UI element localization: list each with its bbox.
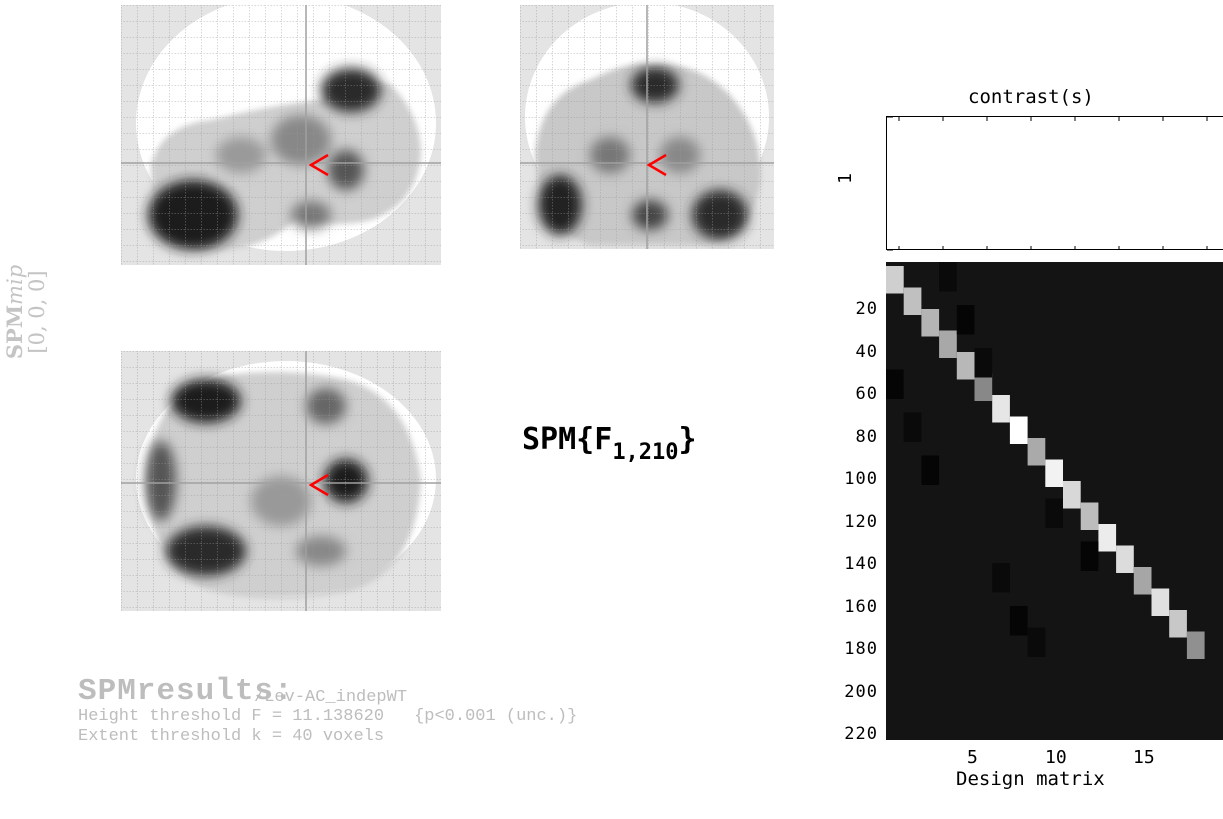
contrast-title: contrast(s): [968, 86, 1094, 108]
coordinates-label: [0, 0, 0]: [25, 270, 49, 354]
statistic-dof: 1,210: [612, 440, 679, 465]
design-matrix-cell: [939, 262, 957, 292]
design-matrix-cell: [921, 455, 940, 485]
design-matrix-cell: [903, 412, 922, 442]
dm-ytick: 20: [855, 299, 878, 319]
glass-brain-sagittal[interactable]: [121, 5, 441, 265]
dm-ytick: 60: [855, 384, 878, 404]
height-threshold-text: Height threshold F = 11.138620: [78, 707, 385, 726]
extent-threshold-text: Extent threshold k = 40 voxels: [78, 727, 385, 746]
results-subtitle: /Lev-AC_indepWT: [254, 688, 408, 707]
dm-ytick: 40: [855, 342, 878, 362]
design-matrix-cell: [974, 348, 993, 378]
statistic-suffix: }: [678, 422, 697, 457]
height-p-text: {p<0.001 (unc.)}: [414, 707, 578, 726]
glass-brain-coronal[interactable]: [520, 5, 774, 249]
design-matrix-cell: [903, 287, 922, 315]
design-matrix-title: Design matrix: [956, 768, 1105, 790]
statistic-prefix: SPM{F: [522, 422, 613, 457]
statistic-title: SPM{F1,210}: [522, 422, 697, 465]
cursor-marker-icon: [646, 153, 667, 177]
dm-xtick: 15: [1133, 747, 1155, 768]
design-matrix-cell: [1080, 502, 1099, 530]
dm-ytick: 160: [844, 597, 878, 617]
cursor-marker-icon: [308, 473, 329, 497]
design-matrix-cell: [992, 563, 1010, 593]
design-matrix-cell: [1186, 631, 1205, 659]
design-matrix-cell: [1098, 524, 1117, 552]
dm-xtick: 5: [967, 747, 978, 768]
design-matrix-cell: [1169, 610, 1187, 638]
glass-brain-axial[interactable]: [121, 351, 441, 611]
design-matrix-cell: [1080, 541, 1099, 571]
dm-ytick: 120: [844, 512, 878, 532]
mip-label-text: mip: [3, 264, 27, 305]
design-matrix-cell: [1009, 606, 1028, 636]
spm-mip-label: SPMmip [0, 0, 0]: [2, 242, 49, 382]
contrast-row-label: 1: [834, 173, 856, 184]
design-matrix-cell: [921, 309, 940, 337]
design-matrix-cell: [1027, 627, 1046, 657]
design-matrix-cell: [886, 266, 904, 294]
design-matrix-cell: [1045, 498, 1063, 528]
design-matrix-cell: [1151, 588, 1170, 616]
contrast-plot[interactable]: [886, 116, 1223, 251]
design-matrix-cell: [1009, 416, 1028, 444]
results-title: SPMresults:: [78, 674, 294, 709]
design-matrix[interactable]: [886, 262, 1223, 740]
design-matrix-cell: [1133, 567, 1152, 595]
design-matrix-cell: [1045, 459, 1063, 487]
dm-ytick: 100: [844, 469, 878, 489]
dm-xtick: 10: [1045, 747, 1067, 768]
dm-ytick: 220: [844, 724, 878, 744]
design-matrix-cell: [1027, 438, 1046, 466]
design-matrix-cell: [992, 395, 1010, 423]
design-matrix-cell: [956, 305, 975, 335]
dm-ytick: 200: [844, 682, 878, 702]
dm-ytick: 80: [855, 427, 878, 447]
design-matrix-cell: [1116, 545, 1134, 573]
design-matrix-cell: [974, 373, 993, 401]
design-matrix-cell: [956, 352, 975, 380]
cursor-marker-icon: [308, 153, 329, 177]
spm-label-text: SPM: [2, 304, 27, 360]
design-matrix-cell: [886, 369, 904, 399]
dm-ytick: 140: [844, 554, 878, 574]
design-matrix-cell: [1063, 481, 1081, 509]
design-matrix-cell: [939, 330, 957, 358]
dm-ytick: 180: [844, 639, 878, 659]
height-threshold-line: Height threshold F = 11.138620 {p<0.001 (…: [78, 707, 577, 726]
